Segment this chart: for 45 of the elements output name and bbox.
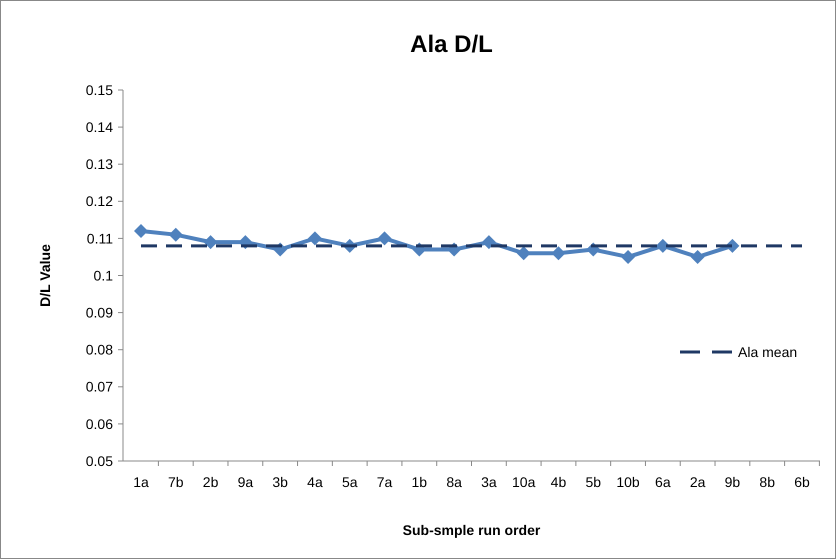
y-tick-label: 0.14 — [86, 119, 114, 135]
chart-title: Ala D/L — [410, 31, 493, 58]
point — [308, 231, 322, 246]
y-tick-label: 0.08 — [86, 342, 114, 358]
point — [482, 235, 496, 250]
point — [204, 235, 218, 250]
x-tick-label: 5b — [585, 474, 602, 490]
x-tick-label: 3b — [272, 474, 288, 490]
x-tick-label: 4a — [307, 474, 323, 490]
x-tick-label: 9b — [724, 474, 740, 490]
x-tick-label: 6a — [655, 474, 671, 490]
y-tick-label: 0.15 — [86, 82, 114, 98]
x-tick-label: 7b — [168, 474, 184, 490]
y-tick-label: 0.06 — [86, 416, 114, 432]
y-tick-label: 0.09 — [86, 304, 114, 320]
x-tick-label: 8b — [759, 474, 776, 490]
y-tick-label: 0.1 — [94, 267, 114, 284]
x-tick-label: 1b — [412, 474, 428, 490]
x-tick-label: 10a — [512, 474, 536, 490]
x-tick-label: 10b — [616, 474, 640, 490]
x-tick-label: 3a — [481, 474, 497, 490]
point — [516, 246, 531, 260]
y-axis-title: D/L Value — [37, 244, 53, 307]
point — [134, 224, 148, 238]
y-tick-label: 0.05 — [86, 452, 114, 469]
x-tick-label: 4b — [550, 474, 566, 490]
point — [621, 250, 636, 264]
x-tick-label: 7a — [376, 474, 393, 490]
legend-label: Ala mean — [738, 344, 798, 360]
x-tick-label: 6b — [794, 474, 810, 490]
y-tick-label: 0.07 — [86, 378, 114, 395]
x-tick-label: 9a — [238, 474, 254, 490]
y-tick-label: 0.13 — [86, 156, 114, 172]
y-tick-label: 0.12 — [86, 193, 114, 210]
x-tick-label: 2b — [202, 474, 219, 490]
point — [168, 228, 183, 242]
x-axis-title: Sub-smple run order — [402, 522, 541, 538]
y-tick-label: 0.11 — [86, 230, 114, 246]
x-tick-label: 8a — [446, 474, 462, 490]
point — [378, 231, 392, 246]
point — [690, 250, 705, 264]
x-tick-label: 2a — [690, 474, 706, 490]
x-tick-label: 5a — [342, 474, 358, 490]
x-tick-label: 1a — [133, 474, 149, 490]
point — [551, 246, 566, 260]
